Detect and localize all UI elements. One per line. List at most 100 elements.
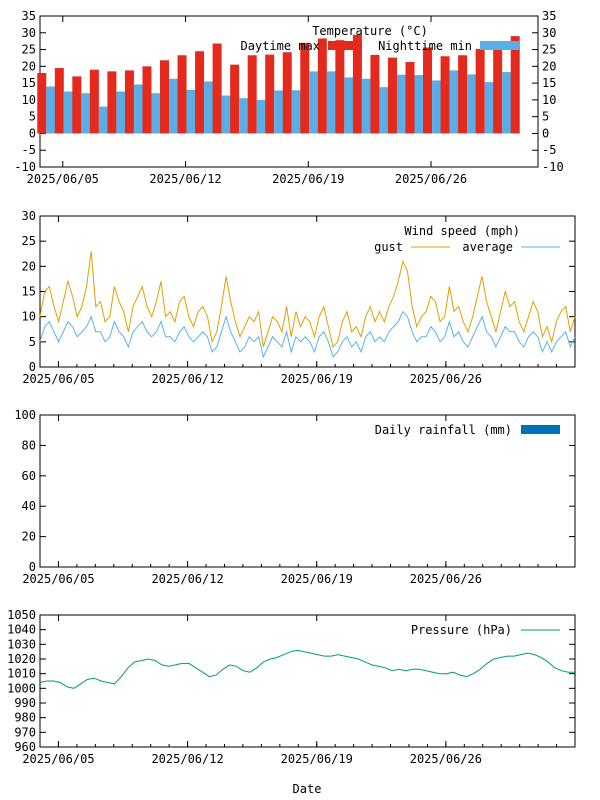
x-tick-label: 2025/06/26 <box>395 172 467 186</box>
x-tick-label: 2025/06/26 <box>410 372 482 386</box>
bar-daytime-max <box>475 48 485 134</box>
bar-nighttime-min <box>502 72 512 134</box>
y-tick-label: 25 <box>22 43 36 57</box>
y-tick-label: 960 <box>14 740 36 754</box>
bar-nighttime-min <box>361 78 371 134</box>
x-tick-label: 2025/06/26 <box>410 752 482 766</box>
bar-nighttime-min <box>326 71 336 134</box>
bar-nighttime-min <box>169 78 179 134</box>
y-tick-label: 0 <box>29 360 36 374</box>
legend-label-daytime: Daytime max <box>241 39 320 53</box>
x-tick-label: 2025/06/19 <box>281 752 353 766</box>
y-tick-label: 5 <box>29 110 36 124</box>
legend-swatch-nighttime <box>480 41 520 50</box>
bar-nighttime-min <box>81 93 91 134</box>
y-tick-label: 980 <box>14 711 36 725</box>
bar-daytime-max <box>440 56 450 134</box>
y-tick-label: 15 <box>22 285 36 299</box>
x-axis-label: Date <box>293 782 322 796</box>
bar-daytime-max <box>458 55 468 134</box>
bar-daytime-max <box>72 76 82 134</box>
average-line <box>39 310 576 359</box>
bar-daytime-max <box>247 55 257 134</box>
bar-daytime-max <box>300 42 310 134</box>
bar-nighttime-min <box>186 89 196 134</box>
y-tick-label: 1020 <box>7 652 36 666</box>
bar-nighttime-min <box>396 74 406 134</box>
pressure-line <box>39 649 575 689</box>
y-tick-label: 10 <box>22 93 36 107</box>
bar-nighttime-min <box>467 74 477 134</box>
x-tick-label: 2025/06/05 <box>22 752 94 766</box>
y-tick-label: 1000 <box>7 681 36 695</box>
bar-nighttime-min <box>309 71 319 134</box>
gust-line <box>39 251 576 348</box>
y-tick-label: 1030 <box>7 637 36 651</box>
legend-label-nighttime: Nighttime min <box>378 39 472 53</box>
bar-nighttime-min <box>221 95 231 134</box>
y-tick-label: 100 <box>14 408 36 422</box>
y-tick-label-right: 35 <box>542 9 556 23</box>
bar-nighttime-min <box>344 77 354 134</box>
bar-daytime-max <box>493 49 503 134</box>
y-tick-label: 5 <box>29 335 36 349</box>
bar-daytime-max <box>230 64 240 134</box>
bar-daytime-max <box>212 43 222 134</box>
y-tick-label: 15 <box>22 76 36 90</box>
y-tick-label: 1040 <box>7 623 36 637</box>
bar-nighttime-min <box>133 84 143 134</box>
bar-daytime-max <box>510 36 520 134</box>
y-tick-label: 30 <box>22 26 36 40</box>
bar-nighttime-min <box>46 86 56 134</box>
chart-title: Daily rainfall (mm) <box>375 423 512 437</box>
x-tick-label: 2025/06/05 <box>22 372 94 386</box>
y-tick-label-right: 20 <box>542 59 556 73</box>
y-tick-label: -5 <box>22 143 36 157</box>
y-tick-label-right: 10 <box>542 93 556 107</box>
bar-daytime-max <box>107 71 117 134</box>
chart-title: Wind speed (mph) <box>404 224 520 238</box>
y-tick-label: 20 <box>22 530 36 544</box>
bar-daytime-max <box>160 60 170 134</box>
x-tick-label: 2025/06/19 <box>272 172 344 186</box>
x-tick-label: 2025/06/05 <box>22 572 94 586</box>
y-tick-label: 30 <box>22 209 36 223</box>
x-tick-label: 2025/06/26 <box>410 572 482 586</box>
bar-nighttime-min <box>432 80 442 134</box>
bar-nighttime-min <box>151 93 161 134</box>
bar-nighttime-min <box>116 91 126 134</box>
bar-nighttime-min <box>98 106 108 134</box>
bar-nighttime-min <box>274 90 284 134</box>
bar-daytime-max <box>177 55 187 134</box>
y-tick-label-right: -5 <box>542 143 556 157</box>
bar-daytime-max <box>335 40 345 134</box>
y-tick-label-right: -10 <box>542 160 564 174</box>
bar-daytime-max <box>370 54 380 134</box>
x-tick-label: 2025/06/12 <box>151 752 223 766</box>
bar-nighttime-min <box>239 98 249 134</box>
y-tick-label: 35 <box>22 9 36 23</box>
y-tick-label: -10 <box>14 160 36 174</box>
plot-frame <box>39 414 576 568</box>
bar-daytime-max <box>352 34 362 134</box>
bar-daytime-max <box>124 70 134 134</box>
y-tick-label: 20 <box>22 259 36 273</box>
y-tick-label-right: 5 <box>542 110 549 124</box>
bar-nighttime-min <box>63 91 73 134</box>
bar-daytime-max <box>265 54 275 134</box>
chart-title: Temperature (°C) <box>312 24 428 38</box>
legend-label-average: average <box>462 240 513 254</box>
x-tick-label: 2025/06/12 <box>151 572 223 586</box>
bar-nighttime-min <box>256 99 266 134</box>
y-tick-label: 60 <box>22 469 36 483</box>
bar-daytime-max <box>405 61 415 134</box>
y-tick-label: 25 <box>22 234 36 248</box>
y-tick-label: 10 <box>22 310 36 324</box>
bar-daytime-max <box>89 69 99 134</box>
plot-frame <box>39 614 576 748</box>
y-tick-label: 1050 <box>7 608 36 622</box>
bar-daytime-max <box>423 47 433 134</box>
chart-title: Pressure (hPa) <box>411 623 512 637</box>
x-tick-label: 2025/06/19 <box>281 372 353 386</box>
x-tick-label: 2025/06/19 <box>281 572 353 586</box>
